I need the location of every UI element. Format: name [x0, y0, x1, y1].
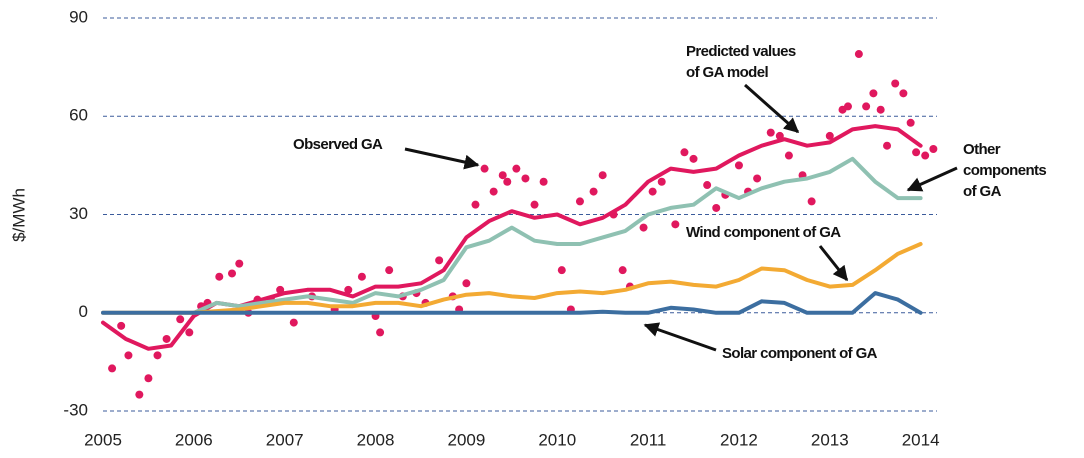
observed-point	[530, 200, 539, 209]
annotation: of GA model	[686, 64, 768, 81]
observed-point	[376, 328, 385, 337]
y-tick-label: 30	[69, 204, 88, 223]
annotation-arrow	[744, 83, 800, 134]
observed-point	[108, 364, 117, 373]
observed-point	[680, 148, 689, 157]
x-tick-label: 2013	[811, 430, 849, 449]
observed-point	[598, 171, 607, 180]
x-tick-label: 2012	[720, 430, 758, 449]
observed-point	[912, 148, 921, 157]
x-tick-label: 2010	[538, 430, 576, 449]
annotation-arrow	[404, 147, 480, 170]
observed-point	[712, 203, 721, 212]
annotation: Predicted values	[686, 43, 796, 60]
x-tick-label: 2008	[357, 430, 395, 449]
observed-point	[648, 187, 657, 196]
observed-point	[807, 197, 816, 206]
observed-point	[162, 334, 171, 343]
observed-point	[657, 177, 666, 186]
observed-point	[153, 351, 162, 360]
observed-point	[825, 131, 834, 140]
observed-point	[489, 187, 498, 196]
observed-point	[289, 318, 298, 327]
y-tick-label: 60	[69, 106, 88, 125]
observed-point	[589, 187, 598, 196]
observed-point	[929, 145, 938, 153]
series-line	[101, 242, 923, 315]
observed-point	[639, 223, 648, 232]
x-tick-label: 2011	[630, 430, 667, 449]
observed-point	[671, 220, 680, 229]
observed-point	[854, 50, 863, 59]
observed-point	[843, 102, 852, 111]
x-tick-label: 2006	[175, 430, 213, 449]
annotation: components	[963, 162, 1046, 179]
observed-point	[766, 128, 775, 137]
observed-point	[385, 266, 394, 275]
observed-point	[557, 266, 566, 275]
observed-point	[235, 259, 244, 268]
observed-point	[124, 351, 133, 360]
observed-point	[512, 164, 521, 173]
observed-point	[753, 174, 762, 183]
observed-point	[906, 118, 915, 127]
observed-point	[503, 177, 512, 186]
observed-point	[135, 390, 144, 399]
observed-point	[462, 279, 471, 288]
x-tick-label: 2005	[84, 430, 122, 449]
y-tick-label: 0	[79, 302, 88, 321]
observed-point	[521, 174, 530, 183]
observed-point	[921, 151, 930, 160]
observed-point	[891, 79, 900, 88]
x-tick-label: 2014	[902, 430, 940, 449]
observed-point	[862, 102, 871, 111]
observed-point	[869, 89, 878, 98]
annotation: Solar component of GA	[722, 345, 878, 362]
annotation: of GA	[963, 183, 1002, 200]
x-tick-label: 2007	[266, 430, 304, 449]
annotation: Observed GA	[293, 136, 383, 153]
observed-point	[734, 161, 743, 170]
observed-point	[176, 315, 185, 324]
observed-point	[784, 151, 793, 160]
observed-point	[498, 171, 507, 180]
observed-point	[575, 197, 584, 206]
observed-point	[228, 269, 237, 278]
observed-point	[876, 105, 885, 114]
observed-point	[883, 141, 892, 150]
series-line	[191, 156, 923, 315]
observed-point	[471, 200, 480, 209]
observed-point	[480, 164, 489, 173]
annotation-arrow	[818, 245, 849, 282]
observed-point	[703, 181, 712, 190]
observed-point	[215, 272, 224, 281]
y-tick-label: 90	[69, 7, 88, 26]
y-axis-label: $/MWh	[9, 188, 28, 242]
series-line	[101, 291, 923, 315]
x-tick-label: 2009	[447, 430, 485, 449]
annotation-arrow	[643, 322, 717, 352]
annotation-arrow	[906, 166, 958, 192]
annotation: Other	[963, 141, 1001, 158]
observed-point	[344, 285, 353, 294]
observed-point	[144, 374, 153, 383]
observed-point	[357, 272, 366, 281]
observed-point	[689, 154, 698, 163]
observed-point	[435, 256, 444, 265]
annotation: Wind component of GA	[686, 224, 841, 241]
observed-point	[185, 328, 194, 337]
observed-point	[618, 266, 627, 275]
observed-point	[899, 89, 908, 98]
y-tick-label: -30	[63, 400, 88, 419]
observed-point	[539, 177, 548, 186]
observed-point	[117, 321, 126, 330]
